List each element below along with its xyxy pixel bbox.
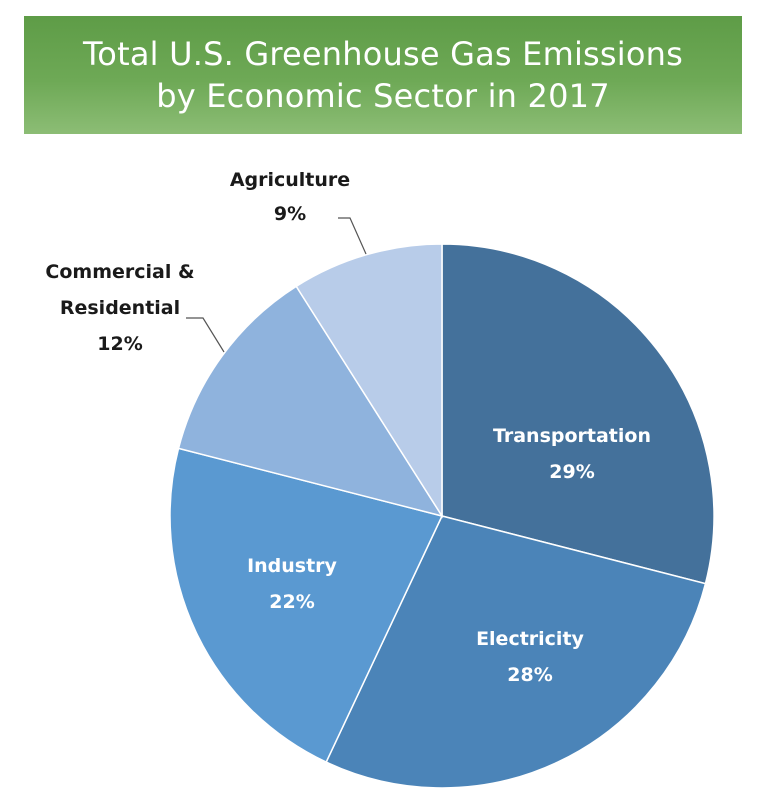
pie-slice-industry (169, 447, 444, 764)
chart-title-line-2: by Economic Sector in 2017 (156, 77, 610, 115)
leader-line-agriculture (338, 217, 367, 255)
pie-slice-commercial-residential (177, 285, 444, 518)
slice-label-commercial-residential: Residential (60, 297, 180, 319)
chart-title-line-1: Total U.S. Greenhouse Gas Emissions (82, 35, 684, 73)
pie-slices (169, 243, 715, 789)
slice-label-industry: Industry (247, 555, 337, 577)
pie-labels: Transportation 29% Electricity 28% Industry 2… (45, 169, 651, 686)
slice-percent-industry: 22% (269, 591, 314, 613)
pie-slice-transportation (441, 243, 715, 585)
slice-label-commercial-residential: Commercial & (45, 261, 194, 283)
chart-title-banner: Total U.S. Greenhouse Gas Emissions by E… (24, 16, 742, 134)
pie-slice-electricity (325, 515, 707, 789)
slice-label-agriculture: Agriculture (230, 169, 350, 191)
slice-percent-electricity: 28% (507, 664, 552, 686)
leader-line-commercial-residential (186, 317, 225, 353)
slice-label-transportation: Transportation (493, 425, 651, 447)
slice-percent-transportation: 29% (549, 461, 594, 483)
slice-percent-commercial-residential: 12% (97, 333, 142, 355)
slice-percent-agriculture: 9% (274, 203, 306, 225)
pie-slice-agriculture (295, 243, 443, 519)
slice-label-electricity: Electricity (476, 628, 584, 650)
